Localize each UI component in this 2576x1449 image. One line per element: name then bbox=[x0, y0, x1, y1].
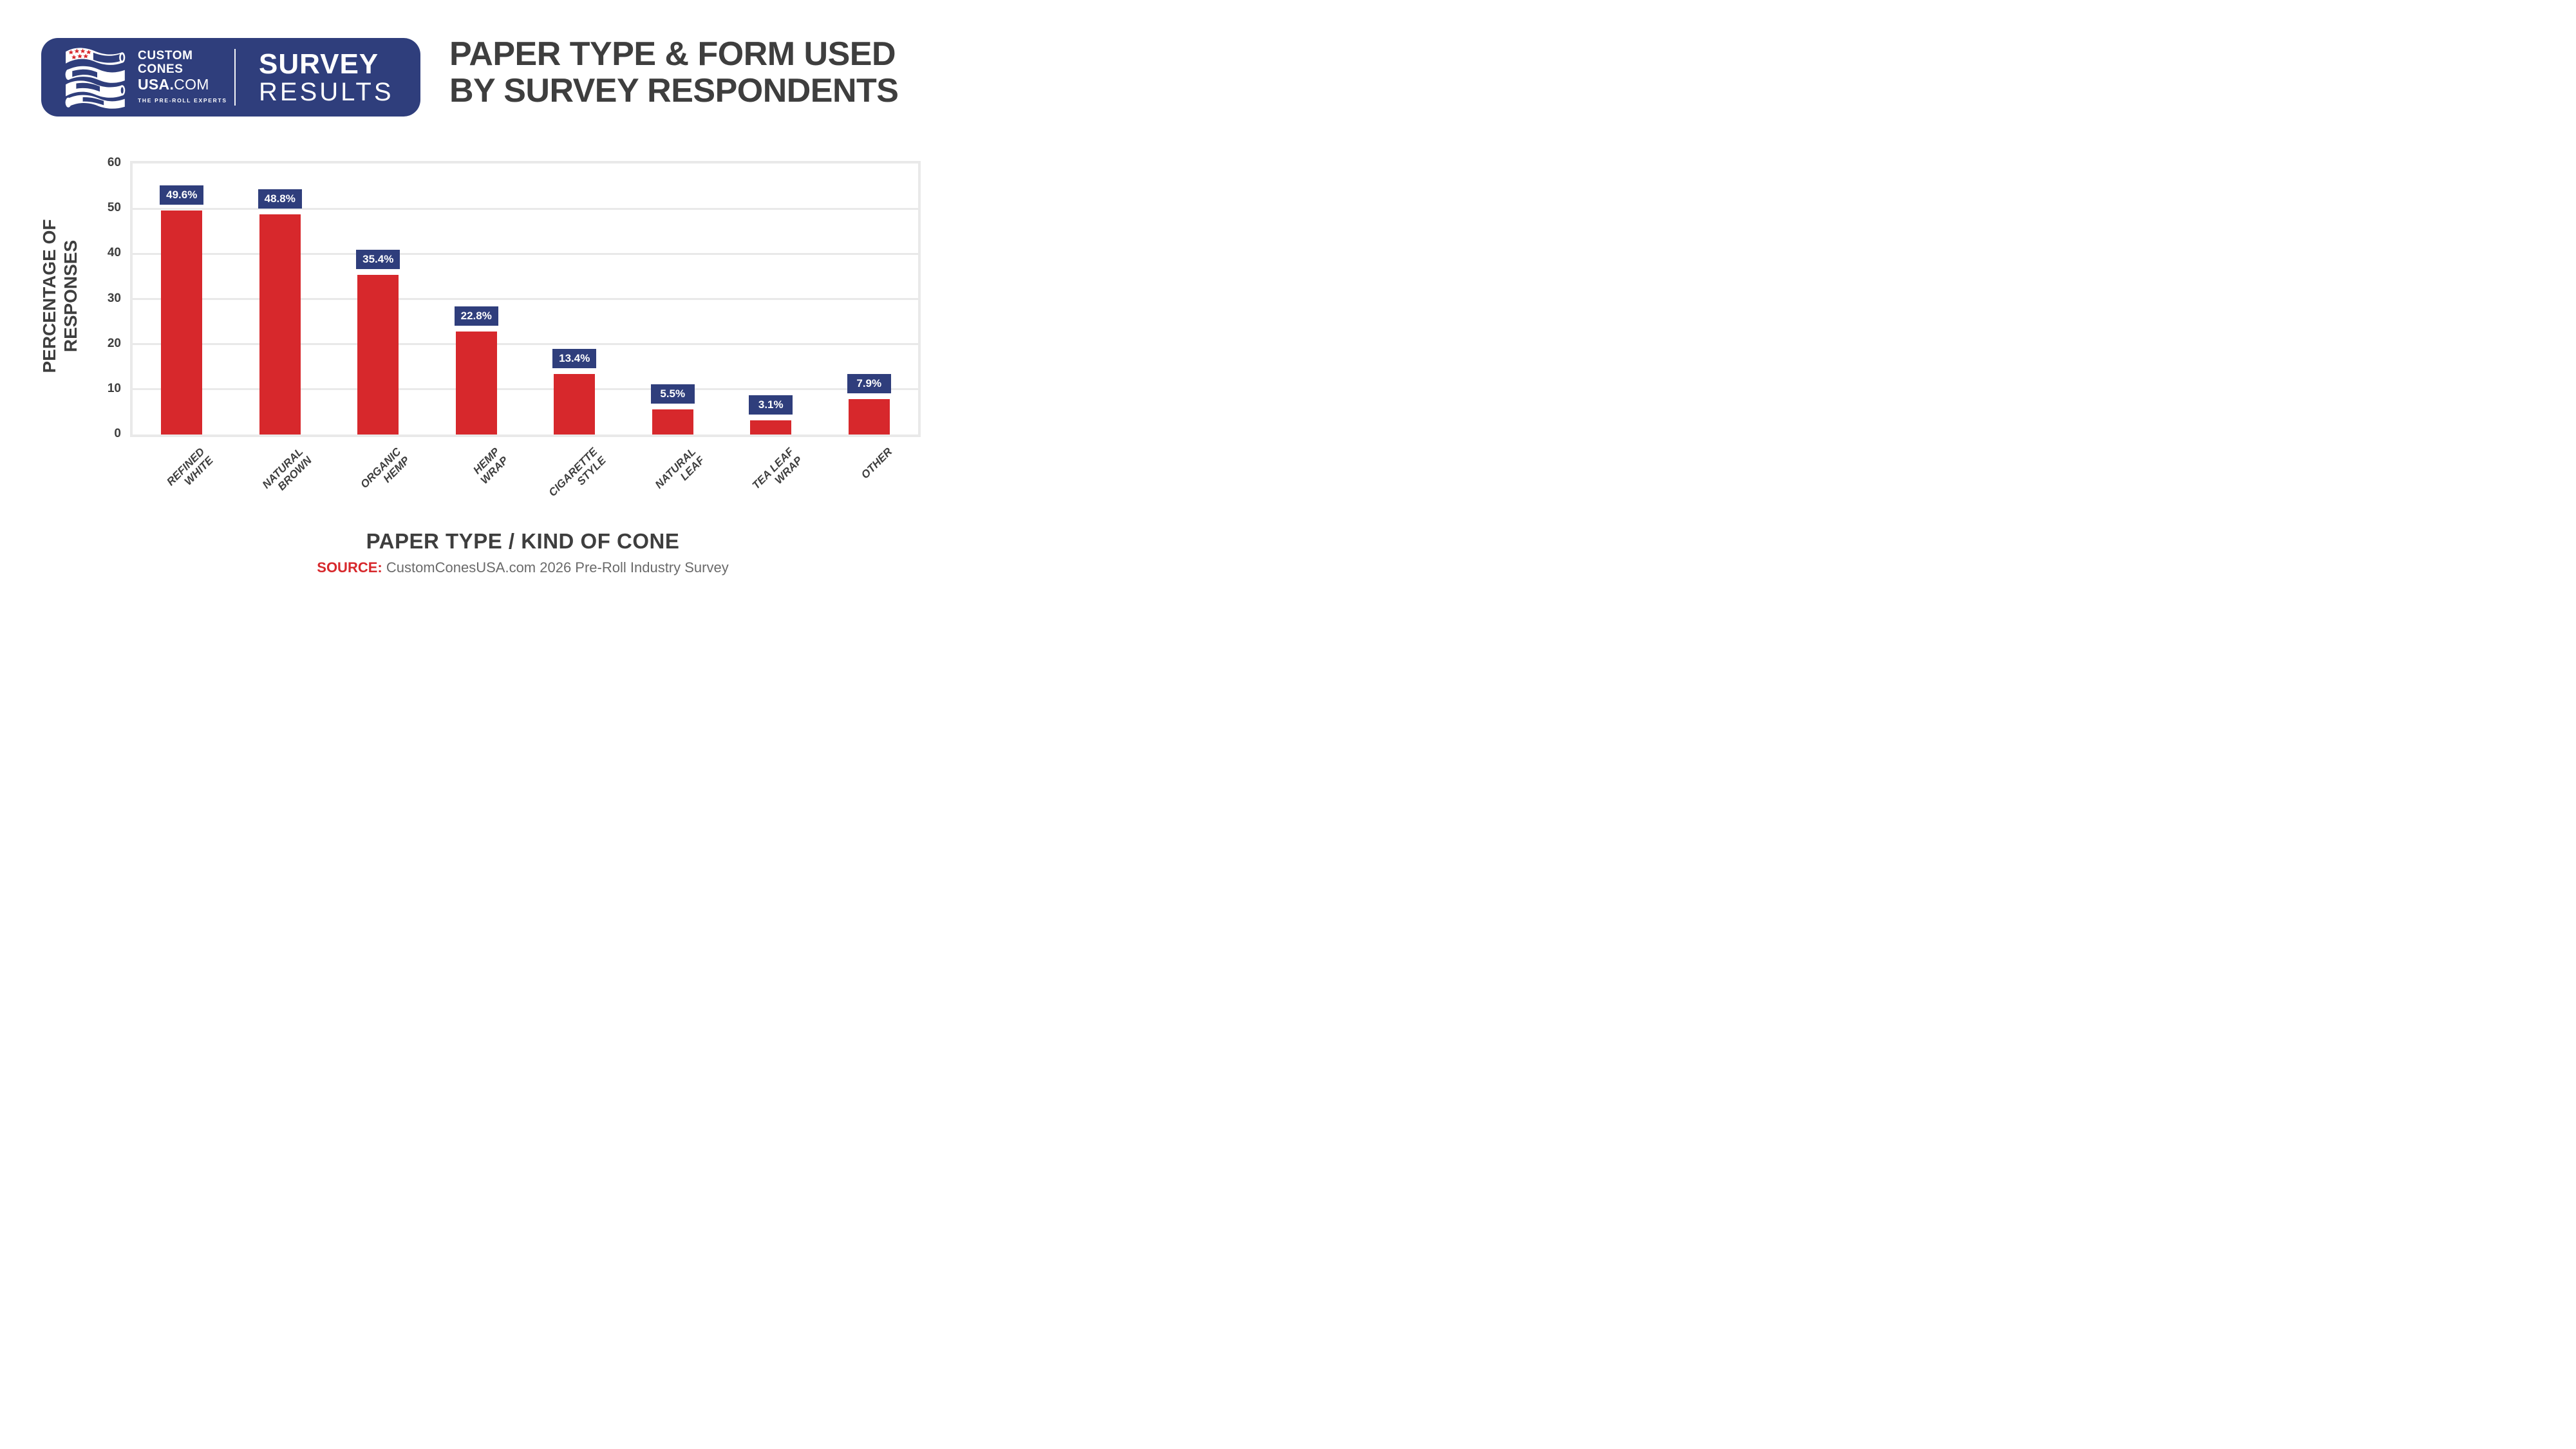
infographic-page: CUSTOM CONES USA.COM THE PRE-ROLL EXPERT… bbox=[0, 0, 1030, 579]
x-tick-label-line: CIGARETTE bbox=[546, 445, 600, 499]
source-text: CustomConesUSA.com 2026 Pre-Roll Industr… bbox=[382, 559, 729, 575]
x-tick-label: CIGARETTE STYLE bbox=[518, 445, 608, 536]
gridline bbox=[133, 252, 918, 255]
x-tick-label-line: STYLE bbox=[574, 454, 609, 488]
value-label: 22.8% bbox=[454, 306, 498, 326]
logo-usa: USA. bbox=[138, 76, 174, 93]
x-tick-label: REFINED WHITE bbox=[126, 445, 216, 536]
value-label: 5.5% bbox=[650, 384, 695, 404]
source-label: SOURCE: bbox=[317, 559, 382, 575]
bar bbox=[652, 409, 693, 435]
y-tick-label: 30 bbox=[107, 291, 121, 305]
x-tick-label-line: WRAP bbox=[772, 454, 805, 487]
value-label: 35.4% bbox=[356, 249, 400, 269]
gridline bbox=[133, 343, 918, 346]
logo-divider bbox=[234, 49, 236, 106]
y-tick-label: 0 bbox=[114, 427, 121, 440]
x-tick-label-line: WRAP bbox=[478, 454, 511, 487]
page-title-line1: PAPER TYPE & FORM USED bbox=[449, 35, 896, 73]
x-tick-label-line: ORGANIC bbox=[358, 445, 404, 491]
y-tick-label: 50 bbox=[107, 201, 121, 215]
y-tick-label: 20 bbox=[107, 336, 121, 350]
plot-area: 49.6% 48.8% 35.4% 22.8% 13.4% 5.5% 3.1% 7.9% bbox=[130, 161, 921, 437]
x-tick-label: NATURAL BROWN bbox=[224, 445, 314, 536]
x-tick-label-line: HEMP bbox=[381, 454, 413, 485]
x-tick-label: HEMP WRAP bbox=[420, 445, 511, 536]
x-axis-title: PAPER TYPE / KIND OF CONE bbox=[366, 529, 680, 553]
pre-roll-cones-flag-icon bbox=[65, 48, 126, 109]
logo-line-usacom: USA.COM bbox=[138, 76, 227, 93]
logo-com: COM bbox=[174, 76, 209, 93]
value-label: 13.4% bbox=[552, 348, 597, 368]
bar bbox=[161, 210, 203, 435]
x-tick-label-line: BROWN bbox=[275, 454, 314, 493]
gridline bbox=[133, 207, 918, 210]
x-tick-label: OTHER bbox=[813, 445, 895, 527]
x-tick-label-line: NATURAL bbox=[652, 445, 699, 491]
value-label: 7.9% bbox=[847, 373, 891, 393]
bar bbox=[554, 373, 596, 435]
y-tick-label: 60 bbox=[107, 156, 121, 169]
x-tick-label-line: WHITE bbox=[182, 454, 216, 488]
y-axis-title: PERCENTAGE OF RESPONSES bbox=[39, 219, 81, 373]
x-tick-label-line: LEAF bbox=[677, 454, 707, 483]
bar bbox=[455, 332, 497, 435]
source-line: SOURCE: CustomConesUSA.com 2026 Pre-Roll… bbox=[194, 559, 851, 576]
x-tick-label: NATURAL LEAF bbox=[617, 445, 707, 536]
gridline bbox=[133, 298, 918, 300]
logo-tagline: THE PRE-ROLL EXPERTS bbox=[138, 97, 227, 104]
y-tick-label: 40 bbox=[107, 246, 121, 260]
survey-results-badge: SURVEY RESULTS bbox=[259, 50, 394, 106]
badge-survey: SURVEY bbox=[259, 48, 379, 80]
bar bbox=[357, 274, 399, 435]
page-title-line2: BY SURVEY RESPONDENTS bbox=[449, 72, 899, 109]
y-tick-label: 10 bbox=[107, 381, 121, 395]
x-tick-label-line: REFINED bbox=[164, 445, 207, 489]
bar bbox=[750, 420, 792, 435]
value-label: 48.8% bbox=[258, 189, 302, 209]
x-tick-label-line: TEA LEAF bbox=[749, 445, 796, 492]
logo-line-custom: CUSTOM bbox=[138, 49, 193, 62]
x-tick-label-line: OTHER bbox=[858, 445, 895, 481]
value-label: 49.6% bbox=[160, 185, 204, 205]
x-tick-label: ORGANIC HEMP bbox=[322, 445, 412, 536]
bar bbox=[259, 214, 301, 435]
x-tick-label: TEA LEAF WRAP bbox=[715, 445, 805, 536]
x-tick-label-line: HEMP bbox=[471, 445, 502, 477]
logo-line-cones: CONES bbox=[138, 62, 183, 76]
page-title: PAPER TYPE & FORM USED BY SURVEY RESPOND… bbox=[449, 36, 919, 109]
logo-wordmark: CUSTOM CONES USA.COM THE PRE-ROLL EXPERT… bbox=[138, 49, 227, 104]
badge-results: RESULTS bbox=[259, 78, 394, 106]
gridline bbox=[133, 388, 918, 391]
logo-badge: CUSTOM CONES USA.COM THE PRE-ROLL EXPERT… bbox=[41, 38, 420, 117]
y-axis-title-line1: PERCENTAGE OF bbox=[39, 219, 59, 373]
value-label: 3.1% bbox=[749, 395, 793, 415]
x-tick-label-line: NATURAL bbox=[259, 445, 306, 491]
bar bbox=[848, 398, 890, 435]
